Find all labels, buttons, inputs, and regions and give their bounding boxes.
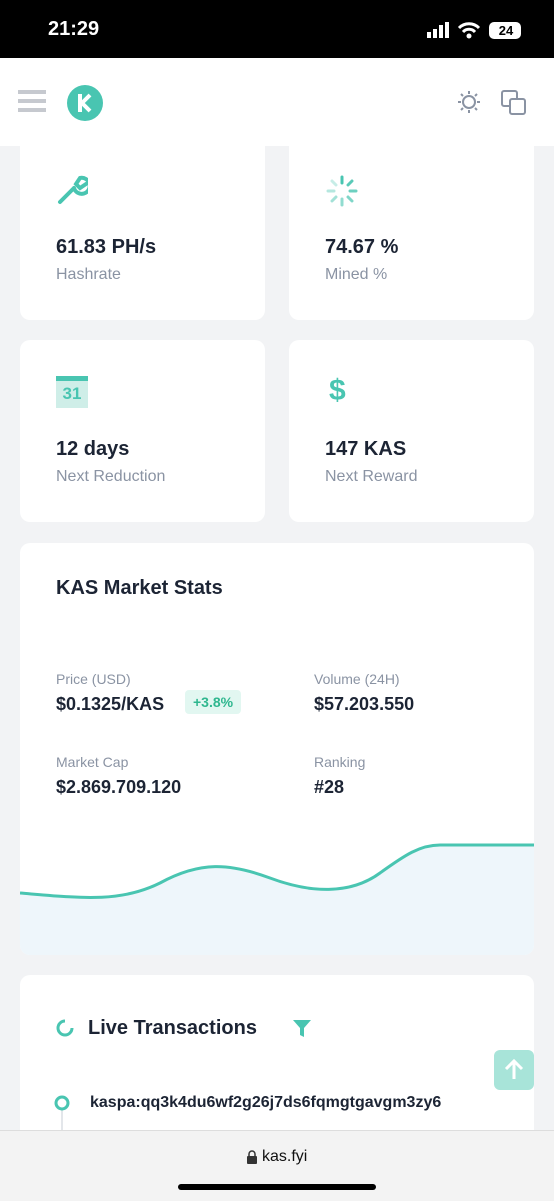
stat-value: 74.67 % [325,236,399,258]
clock: 21:29 [48,18,100,40]
market-card: KAS Market Stats Price (USD) $0.1325/KAS… [20,543,534,955]
market-value: $2.869.709.120 [56,777,182,797]
home-indicator [178,1184,376,1190]
price-change: +3.8% [185,690,242,714]
market-title: KAS Market Stats [56,577,223,599]
stat-label: Hashrate [56,266,121,283]
stat-label: Mined % [325,266,388,283]
market-label: Ranking [314,754,366,770]
lock-icon [247,1150,257,1164]
filter-button[interactable] [292,1019,312,1039]
wrench-icon [58,175,88,204]
stat-value: 61.83 PH/s [56,236,157,258]
live-title: Live Transactions [88,1017,257,1039]
stat-card: 74.67 % Mined % [289,146,534,320]
spinner-icon [326,175,358,207]
dollar-icon: $ [329,374,346,407]
stat-value: 147 KAS [325,438,407,460]
logo[interactable] [66,84,104,122]
market-label: Price (USD) [56,671,131,687]
scroll-top-button[interactable] [494,1050,534,1090]
status-icons [427,22,521,39]
stat-card: $ 147 KAS Next Reward [289,340,534,522]
menu-button[interactable] [18,88,48,114]
stat-card: 31 12 days Next Reduction [20,340,265,522]
stat-value: 12 days [56,438,130,460]
stat-label: Next Reduction [56,468,166,485]
theme-toggle[interactable] [457,90,481,114]
market-value: $0.1325/KAS [56,694,165,714]
language-button[interactable] [501,90,527,116]
market-label: Volume (24H) [314,671,400,687]
market-value: #28 [314,777,345,797]
battery-level: 24 [498,23,514,38]
url[interactable]: kas.fyi [262,1148,308,1165]
live-spinner [56,1019,74,1037]
market-label: Market Cap [56,754,129,770]
header [0,58,554,146]
price-sparkline [20,843,534,955]
stat-card: 61.83 PH/s Hashrate [20,146,265,320]
market-value: $57.203.550 [314,694,415,714]
tx-address[interactable]: kaspa:qq3k4du6wf2g26j7ds6fqmgtgavgm3zy6 [90,1094,442,1111]
status-bar: 21:29 24 [0,0,554,58]
calendar-icon: 31 [56,376,88,408]
stat-label: Next Reward [325,468,418,485]
browser-bar: kas.fyi [0,1130,554,1201]
